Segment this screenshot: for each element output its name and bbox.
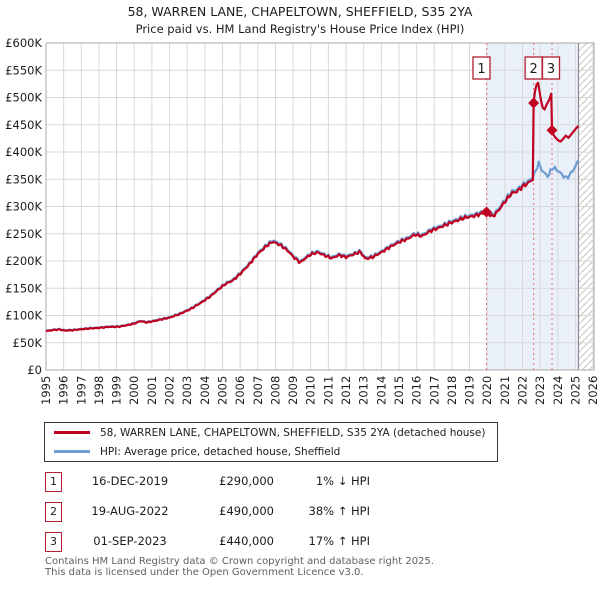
- svg-text:2007: 2007: [251, 376, 265, 405]
- svg-text:£400K: £400K: [5, 145, 42, 159]
- sale-3-label-number: 3: [547, 62, 555, 77]
- legend-label: 58, WARREN LANE, CHAPELTOWN, SHEFFIELD, …: [100, 426, 486, 439]
- sale-3-price: £440,000: [219, 534, 274, 548]
- svg-text:£450K: £450K: [5, 118, 42, 132]
- legend-item-hpi: HPI: Average price, detached house, Shef…: [45, 442, 497, 461]
- svg-text:1996: 1996: [57, 376, 71, 405]
- sale-3-number-badge: 3: [45, 532, 62, 552]
- svg-text:2014: 2014: [374, 376, 388, 405]
- svg-text:2005: 2005: [215, 376, 229, 405]
- sale-3-date: 01-SEP-2023: [93, 534, 167, 548]
- sale-1-label-number: 1: [477, 62, 485, 77]
- svg-text:£500K: £500K: [5, 91, 42, 105]
- chart-legend: 58, WARREN LANE, CHAPELTOWN, SHEFFIELD, …: [44, 422, 498, 462]
- license-note-line1: Contains HM Land Registry data © Crown c…: [45, 556, 434, 567]
- sale-2-number-badge: 2: [45, 502, 62, 522]
- svg-text:2017: 2017: [427, 376, 441, 405]
- x-axis-labels: 1995 1996 1997 1998 1999 2000 2001 2002 2003 2004…: [39, 376, 600, 405]
- license-note: Contains HM Land Registry data © Crown c…: [45, 556, 585, 578]
- svg-text:£50K: £50K: [13, 336, 43, 350]
- sale-2-label-number: 2: [529, 62, 537, 77]
- chart-title: 58, WARREN LANE, CHAPELTOWN, SHEFFIELD, …: [127, 4, 473, 19]
- sale-2-marker-diamond: [528, 97, 540, 109]
- svg-text:1997: 1997: [74, 376, 88, 405]
- svg-text:2001: 2001: [145, 376, 159, 405]
- sale-1-marker-diamond: [480, 206, 492, 218]
- svg-text:2025: 2025: [568, 376, 582, 405]
- svg-text:1999: 1999: [110, 376, 124, 405]
- svg-text:£600K: £600K: [5, 36, 42, 50]
- svg-text:£250K: £250K: [5, 227, 42, 241]
- license-note-line2: This data is licensed under the Open Gov…: [45, 567, 364, 578]
- price-history-chart: 1 2 3£0£50K£100K£150K£200K£250K£300K£350K£…: [5, 36, 600, 405]
- svg-text:£200K: £200K: [5, 254, 42, 268]
- legend-label: HPI: Average price, detached house, Shef…: [100, 445, 341, 458]
- sale-3-hpi-delta: 17% ↑ HPI: [308, 534, 370, 548]
- svg-text:2003: 2003: [180, 376, 194, 405]
- sale-2-price: £490,000: [219, 504, 274, 518]
- svg-text:£350K: £350K: [5, 172, 42, 186]
- sale-1-date: 16-DEC-2019: [91, 474, 169, 488]
- svg-text:2020: 2020: [480, 376, 494, 405]
- svg-text:2013: 2013: [357, 376, 371, 405]
- svg-text:1995: 1995: [39, 376, 53, 405]
- sale-1-label-box: [472, 56, 491, 80]
- price-paid-line: [45, 81, 580, 333]
- sale-1-price: £290,000: [219, 474, 274, 488]
- sale-1-number-badge: 1: [45, 472, 62, 492]
- svg-text:2012: 2012: [339, 376, 353, 405]
- svg-text:2021: 2021: [498, 376, 512, 405]
- svg-text:£550K: £550K: [5, 63, 42, 77]
- svg-text:2006: 2006: [233, 376, 247, 405]
- svg-text:2004: 2004: [198, 376, 212, 405]
- svg-text:1998: 1998: [92, 376, 106, 405]
- svg-text:2002: 2002: [163, 376, 177, 405]
- svg-text:2009: 2009: [286, 376, 300, 405]
- svg-text:£300K: £300K: [5, 200, 42, 214]
- hpi-line-swatch: [54, 450, 90, 453]
- sale-1-hpi-delta: 1% ↓ HPI: [315, 474, 370, 488]
- plot-border: [45, 42, 595, 371]
- sale-3-marker-diamond: [546, 124, 558, 136]
- svg-text:2019: 2019: [463, 376, 477, 405]
- svg-text:2000: 2000: [127, 376, 141, 405]
- svg-text:2010: 2010: [304, 376, 318, 405]
- svg-text:2023: 2023: [533, 376, 547, 405]
- svg-text:2011: 2011: [321, 376, 335, 405]
- svg-text:2024: 2024: [551, 376, 565, 405]
- chart-subtitle: Price paid vs. HM Land Registry's House …: [135, 22, 465, 36]
- y-axis-labels: £0 £50K £100K £150K £200K £250K £300K £350K £400…: [5, 36, 42, 377]
- svg-text:£0: £0: [27, 363, 42, 377]
- svg-text:2016: 2016: [410, 376, 424, 405]
- svg-text:2015: 2015: [392, 376, 406, 405]
- svg-text:2022: 2022: [516, 376, 530, 405]
- svg-text:2026: 2026: [586, 376, 600, 405]
- svg-text:£100K: £100K: [5, 309, 42, 323]
- sale-2-date: 19-AUG-2022: [91, 504, 169, 518]
- svg-text:2018: 2018: [445, 376, 459, 405]
- price-paid-line-swatch: [54, 431, 90, 434]
- svg-text:2008: 2008: [268, 376, 282, 405]
- svg-text:£150K: £150K: [5, 281, 42, 295]
- legend-item-price-paid: 58, WARREN LANE, CHAPELTOWN, SHEFFIELD, …: [45, 423, 497, 442]
- sale-3-label-box: [541, 56, 561, 80]
- sale-2-hpi-delta: 38% ↑ HPI: [308, 504, 370, 518]
